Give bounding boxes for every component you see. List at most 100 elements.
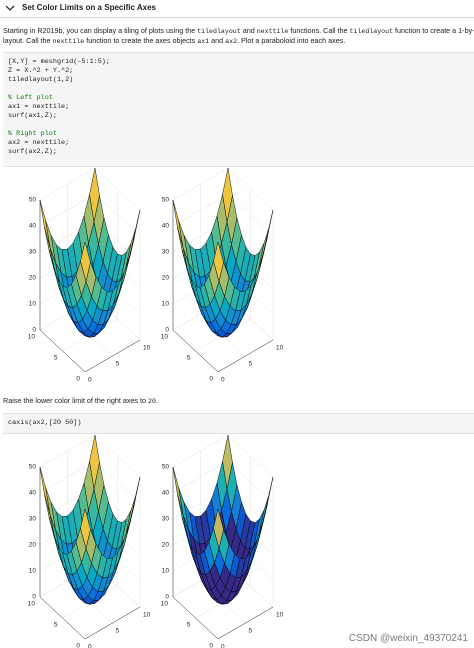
x-tick-label: 0	[76, 643, 80, 648]
inline-code: tiledlayout	[349, 28, 394, 35]
x-tick-label: 5	[187, 355, 191, 362]
z-tick-label: 40	[162, 223, 170, 230]
axis-line	[217, 339, 274, 373]
z-tick-label: 30	[162, 516, 170, 523]
x-tick-label: 10	[161, 334, 169, 341]
y-tick-label: 5	[116, 628, 120, 635]
code-line: Z = X.^2 + Y.^2;	[8, 67, 74, 75]
z-tick-label: 50	[29, 464, 37, 471]
text-run: Raise the lower color limit of the right…	[3, 396, 149, 405]
text-run: functions. Call the	[288, 26, 350, 35]
z-tick-label: 10	[29, 568, 37, 575]
z-tick-label: 30	[162, 249, 170, 256]
x-tick-label: 5	[54, 355, 58, 362]
surface-patch	[213, 508, 224, 549]
inline-code: tiledlayout	[197, 28, 241, 35]
z-tick-label: 20	[162, 275, 170, 282]
z-tick-label: 10	[29, 301, 37, 308]
z-tick-label: 40	[162, 490, 170, 497]
y-tick-label: 10	[276, 345, 284, 352]
code-line: surf(ax1,Z);	[8, 112, 57, 120]
inline-code: nexttile	[52, 38, 85, 45]
axis-line	[39, 329, 86, 373]
section-header[interactable]: Set Color Limits on a Specific Axes	[0, 0, 474, 18]
y-tick-label: 5	[249, 361, 253, 368]
y-tick-label: 10	[143, 345, 151, 352]
surface-patch	[213, 241, 224, 282]
text-line: layout. Call the nexttile function to cr…	[3, 36, 474, 47]
z-tick-label: 0	[32, 594, 36, 601]
z-tick-label: 40	[29, 223, 37, 230]
axis-line	[217, 606, 274, 640]
text-line: Raise the lower color limit of the right…	[3, 396, 474, 407]
y-tick-label: 10	[276, 612, 284, 619]
code-comment: % Left plot	[8, 94, 53, 102]
text-run: . Plot a paraboloid into each axes.	[237, 36, 346, 45]
code-line: tiledlayout(1,2)	[8, 76, 74, 84]
inline-code: ax2	[225, 38, 238, 45]
text-run: layout. Call the	[3, 36, 53, 45]
code-line: ax1 = nexttile;	[8, 103, 70, 111]
x-tick-label: 10	[28, 334, 36, 341]
code-line: caxis(ax2,[20 50])	[8, 419, 82, 427]
inline-code: nexttile	[256, 28, 289, 35]
x-tick-label: 5	[187, 622, 191, 629]
x-tick-label: 10	[28, 601, 36, 608]
code-block: caxis(ax2,[20 50])	[3, 413, 474, 434]
inline-code: ax1	[197, 38, 210, 45]
text-run: Starting in R2019b, you can display a ti…	[3, 26, 198, 35]
z-tick-label: 10	[162, 568, 170, 575]
y-tick-label: 5	[249, 628, 253, 635]
z-tick-label: 50	[162, 464, 170, 471]
text-run: and	[209, 36, 226, 45]
z-tick-label: 0	[165, 327, 169, 334]
axis-line	[84, 606, 141, 640]
watermark: CSDN @weixin_49370241	[348, 633, 468, 644]
z-tick-label: 20	[29, 275, 37, 282]
code-line: [X,Y] = meshgrid(-5:1:5);	[8, 58, 110, 66]
x-tick-label: 0	[76, 376, 80, 383]
z-tick-label: 30	[29, 516, 37, 523]
x-tick-label: 0	[209, 643, 213, 648]
z-tick-label: 50	[162, 197, 170, 204]
y-tick-label: 10	[143, 612, 151, 619]
section-title: Set Color Limits on a Specific Axes	[22, 3, 156, 12]
text-line: Starting in R2019b, you can display a ti…	[3, 26, 474, 37]
code-block: [X,Y] = meshgrid(-5:1:5); Z = X.^2 + Y.^2…	[3, 52, 474, 167]
code-comment: % Right plot	[8, 130, 57, 138]
z-tick-label: 50	[29, 197, 37, 204]
chevron-icon[interactable]	[5, 4, 15, 12]
y-tick-label: 5	[116, 361, 120, 368]
x-tick-label: 5	[54, 622, 58, 629]
surface-patch	[80, 241, 91, 282]
text-run: function to create the axes objects	[84, 36, 198, 45]
inline-code: 20	[148, 398, 156, 405]
axis-line	[84, 339, 141, 373]
axis-line	[172, 596, 219, 640]
z-tick-label: 0	[165, 594, 169, 601]
y-tick-label: 0	[88, 377, 92, 384]
z-tick-label: 20	[29, 542, 37, 549]
z-tick-label: 20	[162, 542, 170, 549]
z-tick-label: 40	[29, 490, 37, 497]
z-tick-label: 0	[32, 327, 36, 334]
z-tick-label: 30	[29, 249, 37, 256]
code-line: ax2 = nexttile;	[8, 139, 70, 147]
text-run: .	[155, 396, 158, 405]
x-tick-label: 0	[209, 376, 213, 383]
axis-line	[39, 596, 86, 640]
axis-line	[172, 329, 219, 373]
code-line: surf(ax2,Z);	[8, 148, 57, 156]
surface-patch	[80, 508, 91, 549]
y-tick-label: 0	[221, 377, 225, 384]
z-tick-label: 10	[162, 301, 170, 308]
y-tick-label: 0	[88, 644, 92, 648]
x-tick-label: 10	[161, 601, 169, 608]
text-run: and	[240, 26, 257, 35]
